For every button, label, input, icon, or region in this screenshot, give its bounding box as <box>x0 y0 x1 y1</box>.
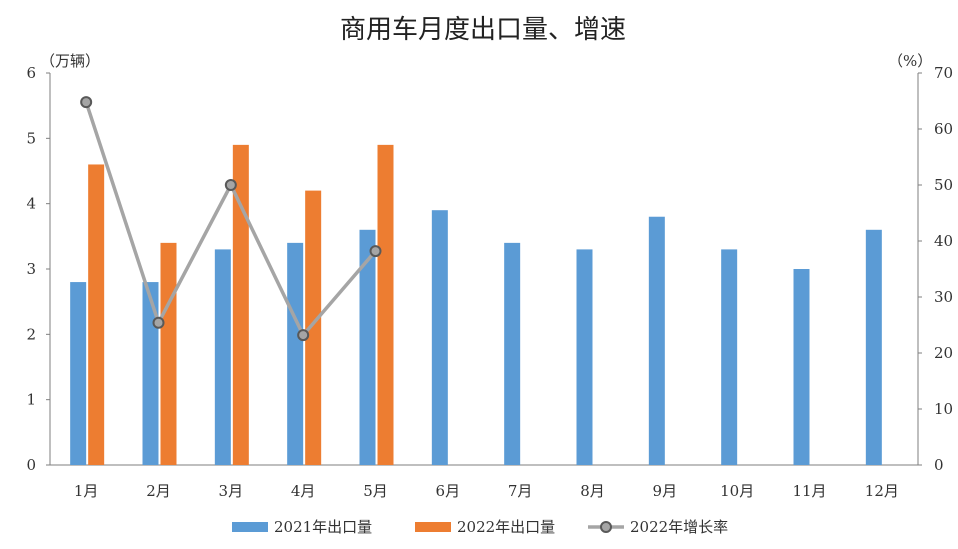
legend-swatch-marker <box>600 521 612 533</box>
x-tick-label: 4月 <box>291 482 316 500</box>
left-tick-label: 3 <box>26 260 36 278</box>
x-tick-label: 12月 <box>865 482 899 500</box>
bar-2021年出口量-2月 <box>142 282 159 465</box>
x-ticks: 1月 2月 3月 4月 5月 6月 7月 8月 9月 10月 11月 12月 <box>74 482 899 500</box>
legend-swatch-2022年出口量 <box>415 522 451 532</box>
legend: 2021年出口量 2022年出口量 2022年增长率 <box>232 518 728 536</box>
bar-2022年出口量-1月 <box>88 164 105 465</box>
left-tick-label: 2 <box>26 325 36 343</box>
bar-2022年出口量-5月 <box>377 144 394 465</box>
right-tick-label: 60 <box>934 120 953 138</box>
bar-2021年出口量-9月 <box>648 216 665 465</box>
x-tick-label: 5月 <box>363 482 388 500</box>
legend-label: 2021年出口量 <box>274 518 372 536</box>
line-path-2022年增长率 <box>84 101 377 337</box>
chart-title: 商用车月度出口量、增速 <box>340 15 626 45</box>
bar-2022年出口量-3月 <box>232 144 249 465</box>
right-tick-label: 30 <box>934 288 953 306</box>
bar-2021年出口量-12月 <box>865 229 882 465</box>
line-point-2022年增长率-1 <box>80 96 93 109</box>
growth-line <box>80 96 382 342</box>
x-tick-label: 6月 <box>436 482 461 500</box>
x-tick-label: 8月 <box>580 482 605 500</box>
left-tick-label: 6 <box>26 64 36 82</box>
bar-2021年出口量-11月 <box>793 269 810 465</box>
bar-2021年出口量-3月 <box>214 249 231 465</box>
bar-2021年出口量-1月 <box>70 282 87 465</box>
legend-swatch-2021年出口量 <box>232 522 268 532</box>
right-axis-unit: （%） <box>888 52 932 70</box>
bars <box>70 144 882 465</box>
right-tick-label: 20 <box>934 344 953 362</box>
right-tick-label: 70 <box>934 64 953 82</box>
x-tick-label: 3月 <box>219 482 244 500</box>
x-tick-label: 1月 <box>74 482 99 500</box>
bar-2021年出口量-8月 <box>576 249 593 465</box>
right-tick-label: 0 <box>934 456 944 474</box>
line-point-2022年增长率-2 <box>152 316 165 329</box>
x-tick-label: 10月 <box>720 482 754 500</box>
bar-2021年出口量-10月 <box>721 249 738 465</box>
bar-2022年出口量-4月 <box>305 190 322 465</box>
right-tick-label: 40 <box>934 232 953 250</box>
left-axis-unit: （万辆） <box>40 52 100 70</box>
bar-2022年出口量-2月 <box>160 242 177 465</box>
line-point-2022年增长率-3 <box>224 179 237 191</box>
left-tick-label: 5 <box>26 129 36 147</box>
right-tick-label: 50 <box>934 176 953 194</box>
x-tick-label: 11月 <box>792 482 826 500</box>
line-point-2022年增长率-4 <box>297 329 310 342</box>
right-tick-label: 10 <box>934 400 953 418</box>
left-tick-label: 4 <box>26 195 36 213</box>
bar-2021年出口量-6月 <box>431 210 448 465</box>
bar-2021年出口量-5月 <box>359 229 376 465</box>
bar-2021年出口量-4月 <box>287 242 304 465</box>
left-tick-label: 1 <box>26 391 36 409</box>
bar-2021年出口量-7月 <box>504 242 521 465</box>
x-tick-label: 9月 <box>653 482 678 500</box>
x-tick-label: 7月 <box>508 482 533 500</box>
line-point-2022年增长率-5 <box>369 245 382 258</box>
left-tick-label: 0 <box>26 456 36 474</box>
x-tick-label: 2月 <box>146 482 171 500</box>
legend-label: 2022年增长率 <box>630 518 728 536</box>
legend-label: 2022年出口量 <box>457 518 555 536</box>
